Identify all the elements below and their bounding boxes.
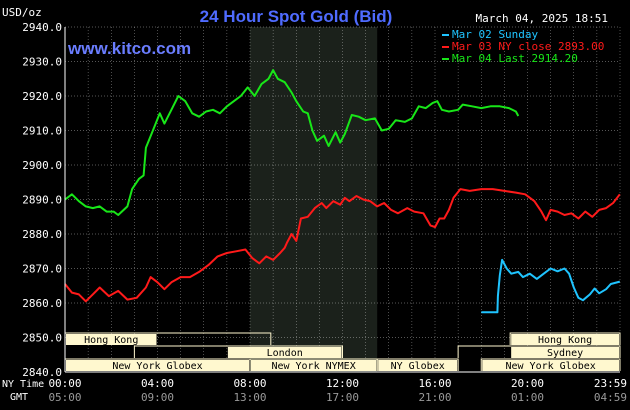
x-tick-label-gmt: 17:00 <box>326 391 359 404</box>
legend: Mar 02 Sunday Mar 03 NY close 2893.00 Ma… <box>442 28 604 65</box>
x-tick-label-gmt: 01:00 <box>511 391 544 404</box>
market-session-bracket <box>480 358 621 371</box>
market-session-bracket <box>457 345 621 358</box>
x-tick-label-ny: 20:00 <box>511 377 544 390</box>
market-session-label-box <box>378 360 458 371</box>
y-axis-unit-label: USD/oz <box>2 6 42 19</box>
x-tick-label-gmt: 09:00 <box>141 391 174 404</box>
series-line-mar-03-ny-close <box>64 188 621 303</box>
axis-layer: 2840.0 2850.0 2860.0 2870.0 2880.0 2890.0 2900… <box>22 21 627 404</box>
x-tick-label-ny: 16:00 <box>418 377 451 390</box>
market-session-label-box <box>482 360 619 371</box>
market-session-label-box <box>66 360 249 371</box>
x-tick-label-ny: 00:00 <box>48 377 81 390</box>
nymex-session-shade <box>250 27 378 372</box>
market-session-label: Hong Kong <box>538 335 592 346</box>
y-tick-label: 2870.0 <box>22 263 62 276</box>
market-session-label: New York NYMEX <box>271 361 355 372</box>
y-tick-label: 2920.0 <box>22 90 62 103</box>
market-session-bracket <box>509 332 621 345</box>
y-tick-label: 2940.0 <box>22 21 62 34</box>
market-session-label: New York Globex <box>505 361 595 372</box>
gmt-row-label: GMT <box>10 392 28 403</box>
y-tick-label: 2890.0 <box>22 194 62 207</box>
market-session-label: Sydney <box>547 348 583 359</box>
series-layer <box>64 69 621 314</box>
y-tick-label: 2840.0 <box>22 366 62 379</box>
market-session-label-box <box>511 334 619 345</box>
y-tick-label: 2850.0 <box>22 332 62 345</box>
chart-title: 24 Hour Spot Gold (Bid) <box>200 7 393 26</box>
x-tick-label-gmt: 04:59 <box>594 391 627 404</box>
legend-entry-close: Mar 03 NY close 2893.00 <box>452 40 604 53</box>
legend-entry-last: Mar 04 Last 2914.20 <box>452 52 578 65</box>
market-session-label-box <box>227 347 342 358</box>
legend-entry-sunday: Mar 02 Sunday <box>452 28 538 41</box>
market-session-label: New York Globex <box>112 361 202 372</box>
market-session-label: NY Globex <box>391 361 445 372</box>
grid-layer <box>64 26 621 373</box>
x-tick-label-ny: 08:00 <box>233 377 266 390</box>
x-tick-label-ny: 23:59 <box>594 377 627 390</box>
source-watermark: www.kitco.com <box>67 39 191 58</box>
market-session-label-box <box>511 347 619 358</box>
market-session-bracket <box>376 358 459 371</box>
x-tick-label-gmt: 05:00 <box>48 391 81 404</box>
y-tick-label: 2910.0 <box>22 125 62 138</box>
y-tick-label: 2860.0 <box>22 297 62 310</box>
x-tick-label-ny: 04:00 <box>141 377 174 390</box>
market-session-label-box <box>251 360 377 371</box>
x-tick-label-gmt: 13:00 <box>233 391 266 404</box>
market-session-label: London <box>267 348 303 359</box>
series-line-mar-04-last <box>64 69 520 216</box>
y-tick-label: 2900.0 <box>22 159 62 172</box>
x-tick-label-ny: 12:00 <box>326 377 359 390</box>
market-session-bracket <box>133 345 343 358</box>
ny-time-row-label: NY Time <box>2 379 44 390</box>
chart-datetime: March 04, 2025 18:51 <box>476 12 608 25</box>
series-line-mar-02-sunday <box>481 258 621 314</box>
market-session-label: Hong Kong <box>84 335 138 346</box>
market-session-label-box <box>66 334 157 345</box>
y-tick-label: 2880.0 <box>22 228 62 241</box>
y-tick-label: 2930.0 <box>22 56 62 69</box>
market-sessions: Hong Kong Hong Kong London Sydney New York G… <box>64 332 621 372</box>
x-tick-label-gmt: 21:00 <box>418 391 451 404</box>
